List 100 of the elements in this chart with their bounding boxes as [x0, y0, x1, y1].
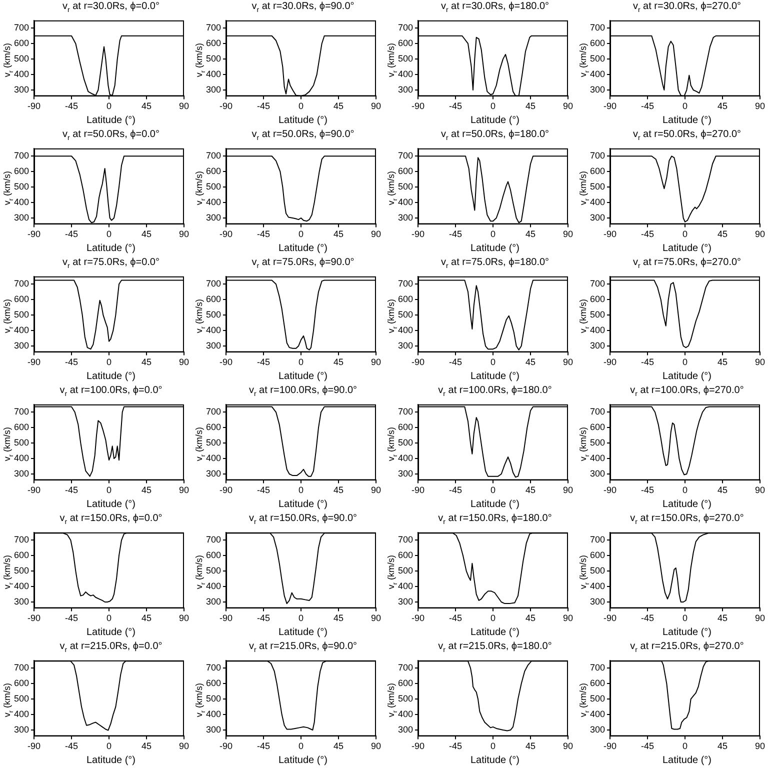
y-tick-label: 400	[398, 709, 414, 720]
chart-title: v$_{r}$ at r=30.0Rs, ϕ=0.0°	[62, 0, 160, 14]
y-tick-label: 500	[14, 694, 30, 704]
y-tick-label: 600	[590, 550, 606, 560]
chart-title: v$_{r}$ at r=150.0Rs, ϕ=0.0°	[58, 512, 164, 526]
x-tick-label: 0	[490, 741, 496, 752]
x-tick-label: 90	[754, 485, 766, 496]
y-tick-label: 600	[14, 294, 30, 304]
y-tick-label: 700	[206, 534, 222, 545]
x-tick-label: -45	[449, 357, 462, 368]
y-tick-label: 600	[590, 294, 606, 304]
y-tick-label: 400	[398, 69, 414, 80]
x-axis-title: Latitude (°)	[469, 754, 521, 767]
x-axis-title: Latitude (°)	[85, 114, 137, 127]
y-tick-label: 300	[14, 724, 30, 734]
x-axis-title: Latitude (°)	[661, 754, 713, 767]
y-tick-label: 600	[206, 550, 222, 560]
y-tick-label: 700	[398, 22, 414, 33]
x-tick-label: 90	[562, 101, 574, 112]
chart-title: v$_{r}$ at r=75.0Rs, ϕ=270.0°	[632, 256, 742, 270]
chart-title: v$_{r}$ at r=30.0Rs, ϕ=180.0°	[440, 0, 550, 14]
y-tick-label: 700	[590, 406, 606, 417]
y-tick-label: 500	[206, 310, 222, 320]
y-tick-label: 700	[590, 662, 606, 673]
y-tick-label: 500	[398, 566, 414, 576]
y-tick-label: 300	[14, 84, 30, 94]
y-tick-label: 300	[590, 212, 606, 222]
x-tick-label: -45	[641, 741, 654, 752]
y-tick-label: 600	[590, 166, 606, 176]
x-tick-label: 45	[525, 357, 536, 368]
y-tick-label: 300	[206, 84, 222, 94]
x-tick-label: 45	[333, 613, 344, 624]
x-tick-label: -45	[257, 101, 270, 112]
x-tick-label: -90	[28, 229, 41, 240]
y-tick-label: 400	[398, 453, 414, 464]
y-tick-label: 500	[14, 54, 30, 64]
y-tick-label: 300	[206, 212, 222, 222]
y-tick-label: 500	[590, 310, 606, 320]
x-tick-label: -45	[641, 485, 654, 496]
x-axis-title: Latitude (°)	[661, 370, 713, 383]
y-tick-label: 400	[590, 709, 606, 720]
x-tick-label: 90	[754, 357, 766, 368]
x-tick-label: -90	[412, 357, 425, 368]
y-tick-label: 600	[590, 678, 606, 688]
x-tick-label: 90	[754, 741, 766, 752]
y-tick-label: 700	[398, 534, 414, 545]
x-tick-label: -90	[220, 613, 233, 624]
x-tick-label: -90	[28, 357, 41, 368]
x-tick-label: -90	[412, 101, 425, 112]
x-tick-label: 90	[178, 357, 190, 368]
y-tick-label: 400	[14, 581, 30, 592]
y-tick-label: 400	[590, 581, 606, 592]
y-tick-label: 300	[590, 340, 606, 350]
y-tick-label: 700	[398, 406, 414, 417]
x-axis-title: Latitude (°)	[277, 626, 329, 639]
chart-title: v$_{r}$ at r=215.0Rs, ϕ=90.0°	[248, 640, 358, 654]
y-tick-label: 600	[14, 422, 30, 432]
y-tick-label: 700	[14, 278, 30, 289]
x-tick-label: -45	[449, 613, 462, 624]
y-tick-label: 700	[398, 662, 414, 673]
y-tick-label: 400	[14, 709, 30, 720]
y-tick-label: 400	[206, 581, 222, 592]
x-tick-label: -45	[65, 357, 78, 368]
x-tick-label: -90	[604, 613, 617, 624]
x-axis-title: Latitude (°)	[277, 754, 329, 767]
x-tick-label: 0	[490, 613, 496, 624]
x-tick-label: 0	[682, 101, 688, 112]
x-tick-label: 90	[562, 613, 574, 624]
x-axis-title: Latitude (°)	[85, 498, 137, 511]
x-tick-label: 45	[141, 613, 152, 624]
x-tick-label: -45	[641, 357, 654, 368]
x-tick-label: 90	[178, 613, 190, 624]
x-axis-title: Latitude (°)	[661, 242, 713, 255]
y-tick-label: 700	[206, 662, 222, 673]
x-tick-label: -90	[412, 229, 425, 240]
chart-title: v$_{r}$ at r=215.0Rs, ϕ=180.0°	[437, 640, 553, 654]
x-tick-label: 0	[298, 101, 304, 112]
x-axis-title: Latitude (°)	[277, 114, 329, 127]
x-tick-label: 45	[141, 229, 152, 240]
x-tick-label: 90	[754, 229, 766, 240]
y-tick-label: 600	[398, 294, 414, 304]
y-tick-label: 700	[14, 406, 30, 417]
y-tick-label: 700	[590, 278, 606, 289]
y-tick-label: 600	[590, 422, 606, 432]
y-tick-label: 700	[590, 22, 606, 33]
chart-title: v$_{r}$ at r=150.0Rs, ϕ=270.0°	[629, 512, 745, 526]
y-tick-label: 400	[14, 197, 30, 208]
y-tick-label: 500	[206, 182, 222, 192]
y-tick-label: 500	[14, 566, 30, 576]
chart-title: v$_{r}$ at r=75.0Rs, ϕ=180.0°	[440, 256, 550, 270]
y-tick-label: 500	[398, 438, 414, 448]
x-tick-label: 90	[562, 741, 574, 752]
x-tick-label: -90	[28, 613, 41, 624]
x-tick-label: 45	[717, 357, 728, 368]
y-tick-label: 400	[206, 325, 222, 336]
x-tick-label: 0	[106, 613, 112, 624]
x-axis-title: Latitude (°)	[661, 498, 713, 511]
x-tick-label: -45	[641, 101, 654, 112]
x-tick-label: 0	[682, 613, 688, 624]
y-tick-label: 500	[398, 310, 414, 320]
